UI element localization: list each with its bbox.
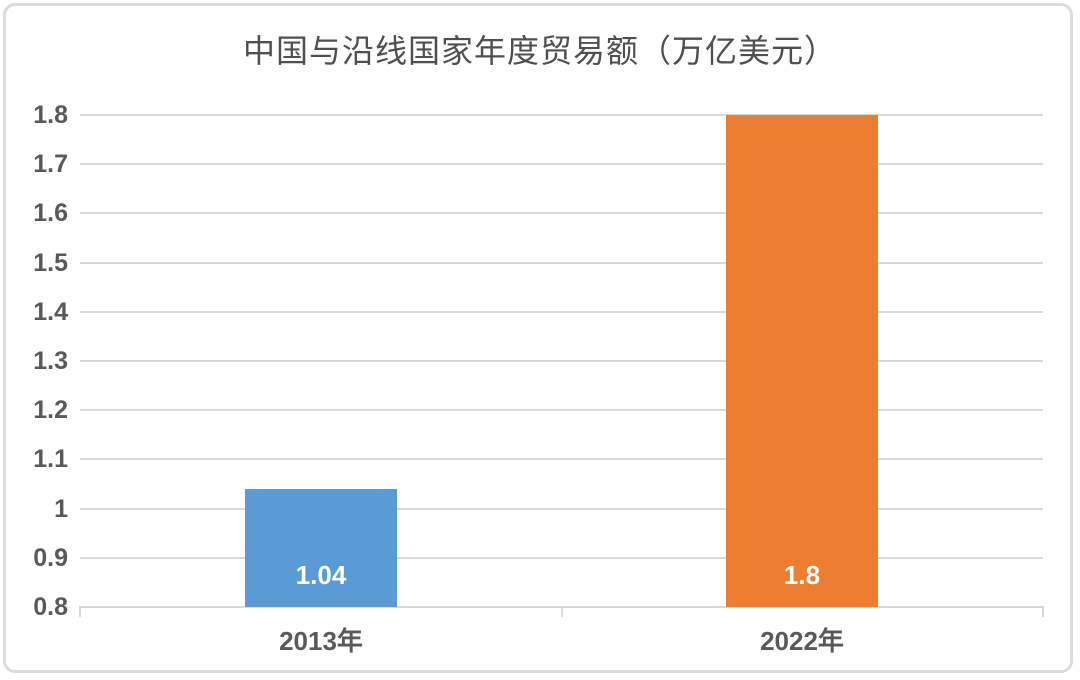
y-axis-tick-label: 1.7 [33,150,68,178]
y-axis-tick-label: 1.3 [33,347,68,375]
gridline [80,458,1043,460]
bar-2013年: 1.04 [245,489,397,607]
y-axis-tick-label: 1.1 [33,445,68,473]
gridline [80,311,1043,313]
x-axis-tick-mark [1042,606,1044,617]
gridline [80,262,1043,264]
gridline [80,163,1043,165]
chart-title: 中国与沿线国家年度贸易额（万亿美元） [242,33,837,69]
bar-2022年: 1.8 [726,115,878,607]
gridline [80,409,1043,411]
y-axis-tick-label: 1.5 [33,249,68,277]
y-axis-tick-label: 0.9 [33,544,68,572]
y-axis-tick-label: 1 [54,495,68,523]
gridline [80,212,1043,214]
x-axis-category-label: 2022年 [760,626,844,656]
gridline [80,557,1043,559]
x-axis-category-label: 2013年 [279,626,363,656]
x-axis-tick-mark [79,606,81,617]
bar-value-label: 1.04 [295,560,347,590]
y-axis-tick-label: 1.4 [33,298,68,326]
gridline [80,508,1043,510]
x-axis-tick-mark [561,606,563,617]
y-axis-tick-label: 1.2 [33,396,68,424]
bar-value-label: 1.8 [783,560,821,590]
y-axis-tick-label: 1.6 [33,199,68,227]
y-axis-tick-label: 0.8 [33,593,68,621]
gridline [80,114,1043,116]
y-axis-tick-label: 1.8 [33,101,68,129]
gridline [80,360,1043,362]
